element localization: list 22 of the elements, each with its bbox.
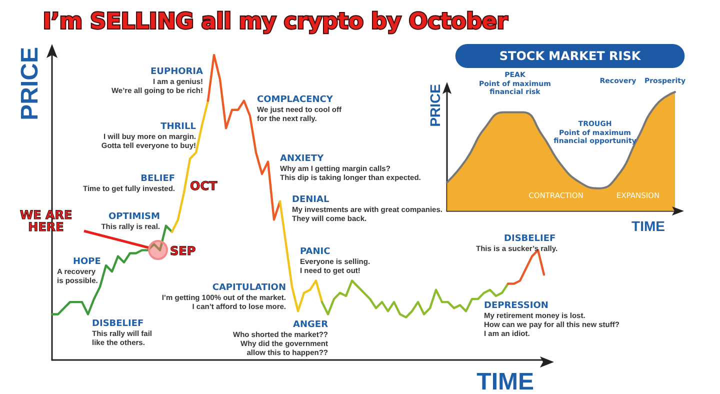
annotation: BELIEF xyxy=(140,174,175,185)
annotation: CAPITULATION xyxy=(212,283,286,294)
annotation: HOPE xyxy=(73,257,101,268)
annotation: COMPLACENCY xyxy=(257,95,333,106)
annotation: DISBELIEF xyxy=(504,234,556,245)
annotation: EUPHORIA xyxy=(150,67,203,78)
chart-title: I’m SELLING all my crypto by October xyxy=(43,10,508,34)
x-axis-title: TIME xyxy=(632,218,665,234)
annotation: THRILL xyxy=(160,122,196,133)
annotation: PANIC xyxy=(300,247,330,258)
annotation: DEPRESSION xyxy=(484,301,548,312)
y-axis-title: PRICE xyxy=(427,84,443,127)
annotation: SEP xyxy=(170,244,196,258)
x-axis-title: TIME xyxy=(476,368,534,394)
annotation: DISBELIEF xyxy=(92,319,144,330)
annotation: DENIAL xyxy=(292,195,330,206)
chart-title: STOCK MARKET RISK xyxy=(499,49,642,63)
annotation: OPTIMISM xyxy=(108,212,160,223)
annotation: ANGER xyxy=(293,320,328,331)
y-axis-title: PRICE xyxy=(16,47,44,120)
annotation: ANXIETY xyxy=(280,154,324,165)
annotation: OCT xyxy=(190,179,218,193)
